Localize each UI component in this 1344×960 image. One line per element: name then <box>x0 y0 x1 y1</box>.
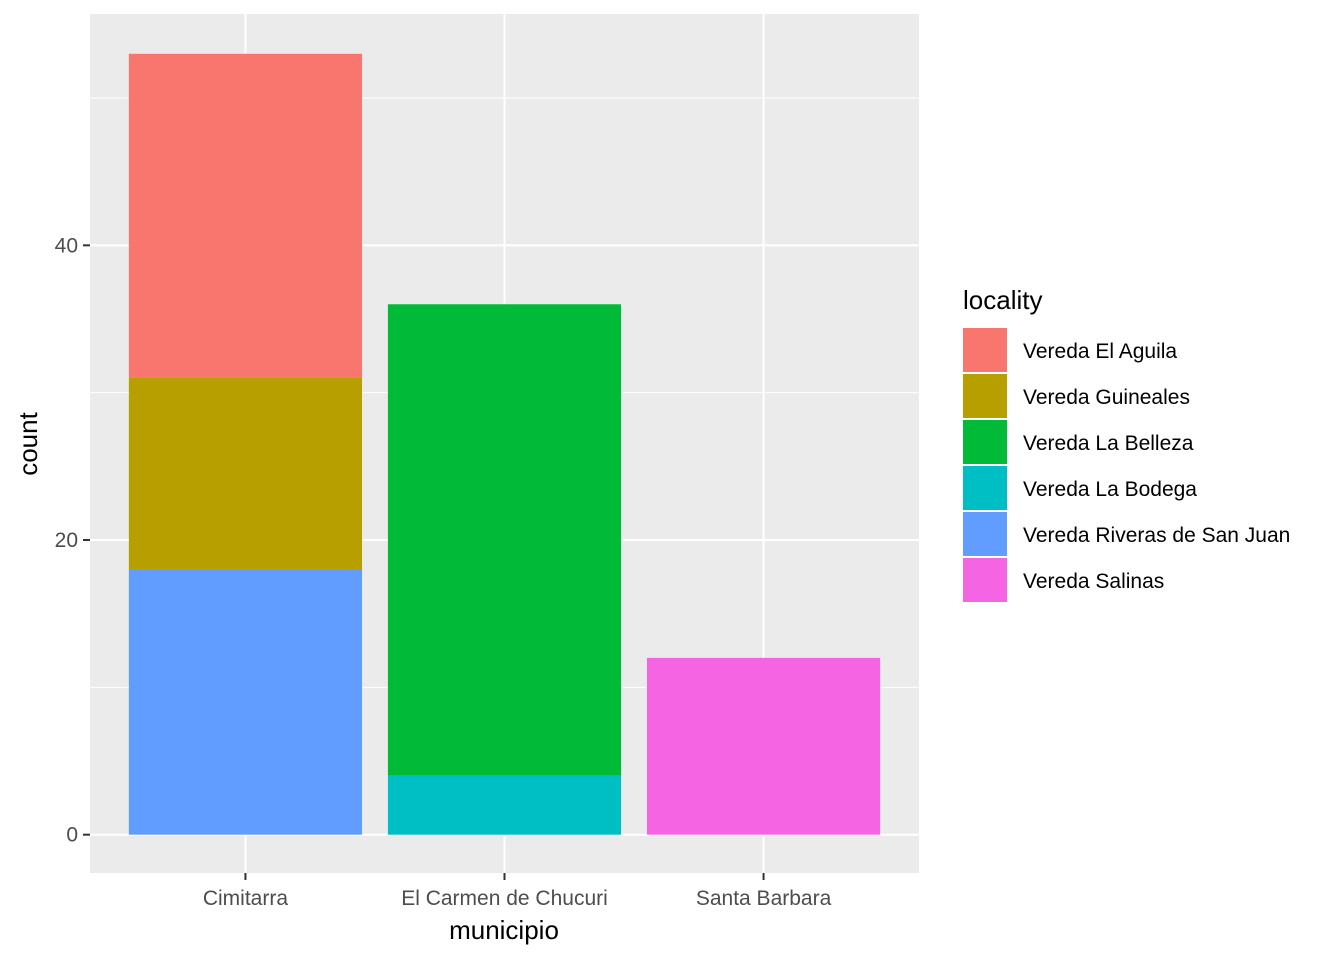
legend: locality Vereda El Aguila Vereda Guineale… <box>963 285 1290 602</box>
legend-label: Vereda El Aguila <box>1023 340 1177 363</box>
y-tick-label: 0 <box>66 824 78 847</box>
bar-segment <box>128 53 363 378</box>
bar-segment <box>128 377 363 570</box>
legend-label: Vereda Salinas <box>1023 570 1164 593</box>
bars <box>128 53 881 835</box>
legend-label: Vereda Guineales <box>1023 386 1190 409</box>
legend-key <box>963 512 1007 556</box>
bar-segment <box>646 657 881 835</box>
x-tick-label: El Carmen de Chucuri <box>401 887 608 910</box>
x-tick-label: Cimitarra <box>203 887 288 910</box>
legend-label: Vereda Riveras de San Juan <box>1023 524 1290 547</box>
legend-key <box>963 420 1007 464</box>
legend-key <box>963 374 1007 418</box>
legend-title: locality <box>963 285 1042 315</box>
legend-key <box>963 466 1007 510</box>
legend-key <box>963 558 1007 602</box>
bar-segment <box>128 569 363 835</box>
bar-segment <box>387 304 622 776</box>
axes: 0 20 40 Cimitarra El Carmen de Chucuri Santa … <box>55 234 832 910</box>
legend-key <box>963 328 1007 372</box>
x-tick-label: Santa Barbara <box>696 887 832 910</box>
y-tick-label: 40 <box>55 234 78 257</box>
x-axis-title: municipio <box>449 915 559 945</box>
legend-label: Vereda La Bodega <box>1023 478 1197 501</box>
y-axis-title: count <box>13 411 43 475</box>
bar-segment <box>387 775 622 835</box>
y-tick-label: 20 <box>55 529 78 552</box>
legend-label: Vereda La Belleza <box>1023 432 1194 455</box>
